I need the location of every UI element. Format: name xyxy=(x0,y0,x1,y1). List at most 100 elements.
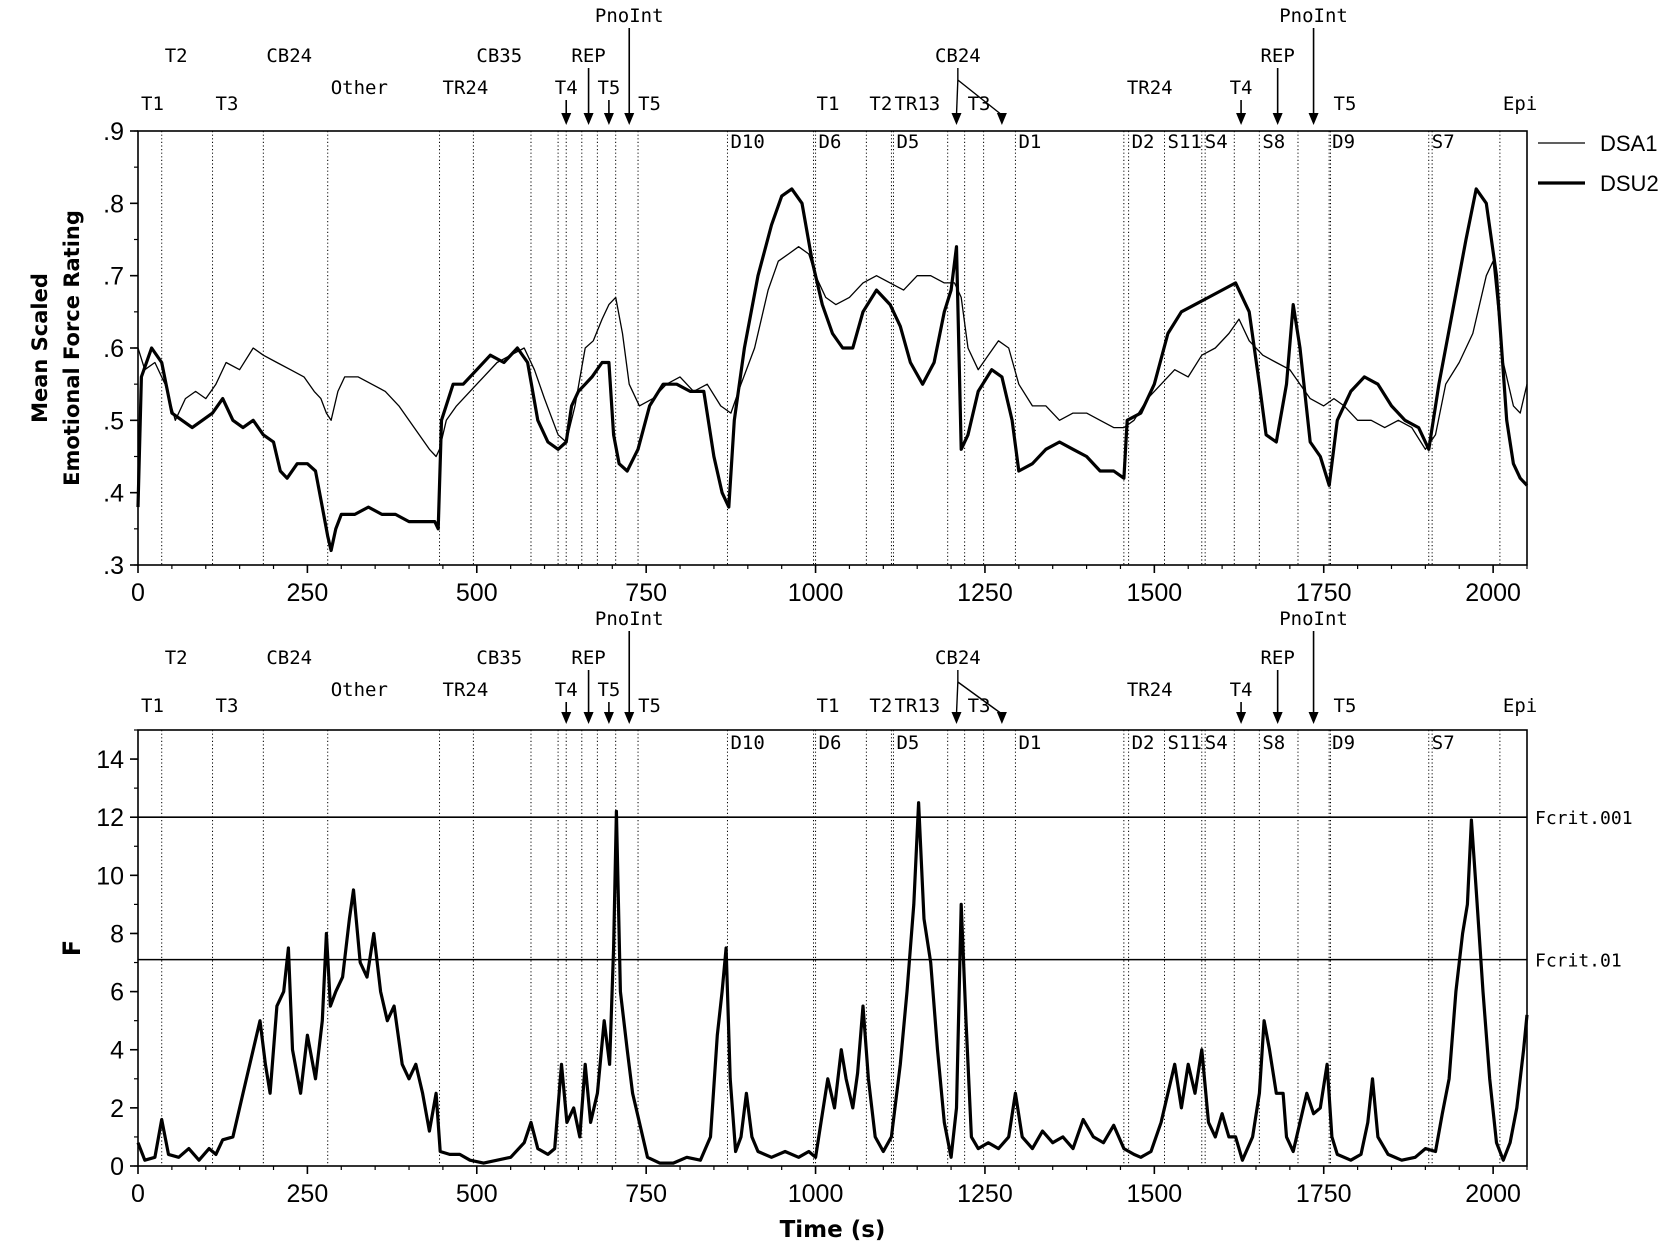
segment-label: T2 xyxy=(165,45,188,67)
x-tick-label: 1000 xyxy=(788,1180,844,1208)
segment-label: T3 xyxy=(216,93,239,115)
series-line-dsa1 xyxy=(137,246,1528,458)
y-tick-label: 4 xyxy=(110,1037,124,1065)
annotation-arrowhead xyxy=(1308,113,1319,125)
axes: 0 250 500 750 1000 1250 1500 1750 2000 0 2 4 6 8 10 12 1… xyxy=(96,729,1528,1208)
segment-label: T5 xyxy=(1334,695,1357,717)
segment-label: S8 xyxy=(1262,732,1285,754)
x-tick-label: 750 xyxy=(625,1180,667,1208)
segment-label: S4 xyxy=(1205,131,1228,153)
segment-label: T2 xyxy=(165,647,188,669)
segment-label: Other xyxy=(331,679,388,701)
segment-label: CB24 xyxy=(266,45,312,67)
x-tick-label: 1750 xyxy=(1296,579,1352,607)
annotation-label: CB24 xyxy=(935,647,981,669)
segment-label: D6 xyxy=(819,732,842,754)
segment-label: D9 xyxy=(1332,131,1355,153)
segment-label: S4 xyxy=(1205,732,1228,754)
annotation-arrowhead xyxy=(1236,712,1247,724)
segment-label: CB35 xyxy=(476,647,522,669)
annotation-label: T4 xyxy=(1230,679,1253,701)
annotation-arrowhead xyxy=(624,113,635,125)
x-tick-label: 250 xyxy=(287,1180,329,1208)
x-tick-label: 500 xyxy=(456,1180,498,1208)
segment-label: T1 xyxy=(817,93,840,115)
segment-label: S8 xyxy=(1262,131,1285,153)
annotation-label: PnoInt xyxy=(595,608,664,630)
annotation-arrowhead xyxy=(561,712,572,724)
annotation-label: REP xyxy=(571,647,605,669)
segment-label: D2 xyxy=(1132,732,1155,754)
segment-label: D5 xyxy=(896,131,919,153)
y-axis-title-line: Mean Scaled xyxy=(28,273,52,423)
y-tick-label: 14 xyxy=(96,746,124,774)
segment-label: T1 xyxy=(141,695,164,717)
annotation-arrowhead xyxy=(1308,712,1319,724)
y-tick-label: 6 xyxy=(110,979,124,1007)
annotation-label: REP xyxy=(1260,45,1294,67)
plot-frame xyxy=(137,130,1528,566)
y-tick-label: .9 xyxy=(103,118,124,146)
annotation-stem xyxy=(955,681,959,715)
x-tick-label: 1250 xyxy=(957,579,1013,607)
segment-boundary-lines xyxy=(161,730,1501,1166)
segment-boundary-lines xyxy=(161,131,1501,565)
y-tick-label: .3 xyxy=(103,552,124,580)
x-tick-label: 1750 xyxy=(1296,1180,1352,1208)
segment-label: S11 xyxy=(1168,131,1202,153)
y-axis-title: Mean Scaled Emotional Force Rating xyxy=(28,210,84,486)
critical-value-lines: Fcrit.001 Fcrit.01 xyxy=(138,808,1633,972)
bottom-panel-f-statistic: Fcrit.001 Fcrit.01 0 250 500 750 1000 1250 1500… xyxy=(58,608,1633,1243)
annotation-label: CB24 xyxy=(935,45,981,67)
segment-label: T1 xyxy=(141,93,164,115)
annotation-arrows: T4 REP T5 PnoInt T5 CB24 T4 REP PnoInt xyxy=(555,5,1348,125)
annotation-label: PnoInt xyxy=(1279,608,1348,630)
segment-label: T5 xyxy=(1334,93,1357,115)
y-axis-title-line: Emotional Force Rating xyxy=(60,210,84,486)
segment-label: TR24 xyxy=(443,679,489,701)
annotation-arrowhead xyxy=(624,712,635,724)
x-tick-label: 2000 xyxy=(1465,579,1521,607)
reference-line-label: Fcrit.01 xyxy=(1535,951,1622,972)
legend-label: DSA1 xyxy=(1600,131,1657,156)
annotation-arrowhead xyxy=(1272,712,1283,724)
segment-label: Other xyxy=(331,77,388,99)
y-tick-label: 8 xyxy=(110,920,124,948)
annotation-stem xyxy=(955,79,959,116)
series-line-dsu2 xyxy=(136,187,1529,553)
segment-label: D1 xyxy=(1018,732,1041,754)
annotation-arrows: T4 REP T5 PnoInt T5 CB24 T4 REP PnoInt xyxy=(555,608,1348,724)
x-tick-label: 0 xyxy=(131,1180,145,1208)
segment-label: T2 xyxy=(869,695,892,717)
y-axis-title: F xyxy=(58,940,86,956)
x-tick-label: 750 xyxy=(625,579,667,607)
segment-label: T3 xyxy=(216,695,239,717)
annotation-arrowhead xyxy=(951,113,962,125)
annotation-arrowhead xyxy=(1236,113,1247,125)
axes: 0 250 500 750 1000 1250 1500 1750 2000 .3 .4 .5 .6 .7… xyxy=(103,118,1528,607)
y-tick-label: .7 xyxy=(103,263,124,291)
segment-label: TR13 xyxy=(894,93,940,115)
segment-label: D10 xyxy=(730,131,764,153)
x-tick-label: 500 xyxy=(456,579,498,607)
x-tick-label: 250 xyxy=(287,579,329,607)
annotation-arrowhead xyxy=(996,712,1007,724)
y-axis-title-line: F xyxy=(58,940,86,956)
annotation-label: T5 xyxy=(638,695,661,717)
y-tick-label: .4 xyxy=(103,480,124,508)
segment-label: TR24 xyxy=(1127,77,1173,99)
annotation-label: T5 xyxy=(597,679,620,701)
segment-label: TR24 xyxy=(443,77,489,99)
segment-label: TR13 xyxy=(894,695,940,717)
annotation-label: T4 xyxy=(555,77,578,99)
segment-label: T2 xyxy=(869,93,892,115)
annotation-label: PnoInt xyxy=(595,5,664,27)
legend: DSA1 DSU2 xyxy=(1538,131,1659,196)
legend-label: DSU2 xyxy=(1600,171,1659,196)
segment-label: D1 xyxy=(1018,131,1041,153)
series-layer xyxy=(136,801,1529,1165)
y-tick-label: .6 xyxy=(103,335,124,363)
segment-label: CB35 xyxy=(476,45,522,67)
